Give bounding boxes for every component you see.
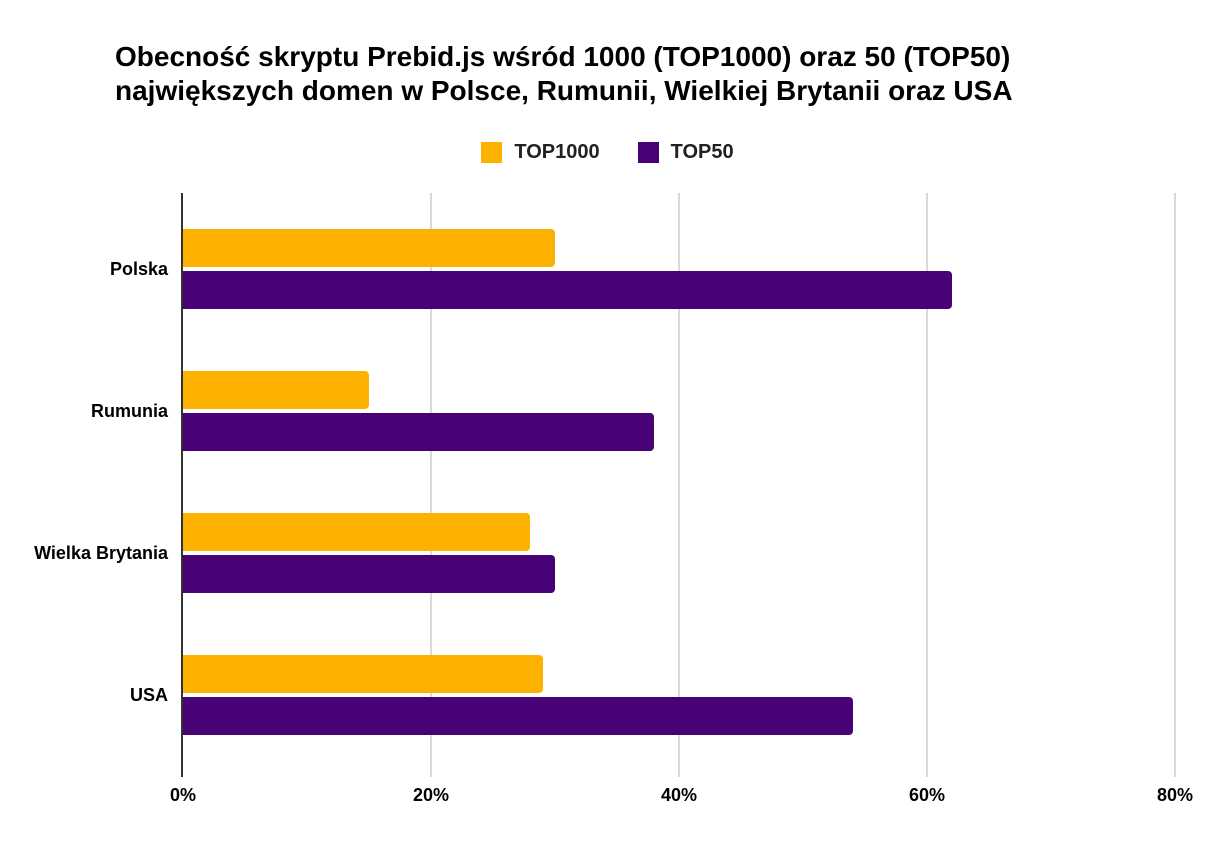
bar-top1000-rumunia <box>183 371 369 409</box>
category-label-polska: Polska <box>109 258 168 279</box>
bar-group-usa <box>183 624 1175 766</box>
bar-top1000-polska <box>183 229 555 267</box>
gridline-80 <box>1174 193 1176 777</box>
x-tick-label-60: 60% <box>908 785 946 805</box>
x-axis-tick-labels: 0% 20% 40% 60% 80% <box>170 785 1193 811</box>
category-label-wielka-brytania: Wielka Brytania <box>34 542 168 563</box>
legend-swatch-top1000 <box>481 141 503 163</box>
x-tick-label-0: 0% <box>169 785 197 805</box>
bar-top1000-wielka-brytania <box>183 513 531 551</box>
bar-top50-usa <box>183 697 853 735</box>
gridline-20 <box>430 193 432 777</box>
bar-group-rumunia <box>183 340 1175 482</box>
bar-top50-polska <box>183 271 952 309</box>
bar-group-wielka-brytania <box>183 482 1175 624</box>
x-tick-label-40: 40% <box>660 785 698 805</box>
legend-item-top50: TOP50 <box>637 140 734 164</box>
gridline-layer <box>181 193 1176 777</box>
category-axis-labels: Polska Rumunia Wielka Brytania USA <box>0 198 168 766</box>
legend-item-top1000: TOP1000 <box>481 140 600 164</box>
x-tick-label-20: 20% <box>412 785 450 805</box>
legend-label-top50: TOP50 <box>670 140 734 163</box>
category-label-rumunia: Rumunia <box>90 400 168 421</box>
gridline-60 <box>926 193 928 777</box>
bar-top50-wielka-brytania <box>183 555 555 593</box>
chart-legend: TOP1000 TOP50 <box>0 138 1215 166</box>
gridline-40 <box>678 193 680 777</box>
bar-group-polska <box>183 198 1175 340</box>
x-tick-label-80: 80% <box>1156 785 1194 805</box>
bar-top1000-usa <box>183 655 543 693</box>
y-axis-line <box>181 193 183 777</box>
legend-swatch-top50 <box>637 141 659 163</box>
category-label-usa: USA <box>129 684 168 705</box>
chart-title: Obecność skryptu Prebid.js wśród 1000 (T… <box>115 41 1013 106</box>
legend-label-top1000: TOP1000 <box>514 140 600 163</box>
bar-plot-area <box>183 198 1175 766</box>
bar-top50-rumunia <box>183 413 655 451</box>
